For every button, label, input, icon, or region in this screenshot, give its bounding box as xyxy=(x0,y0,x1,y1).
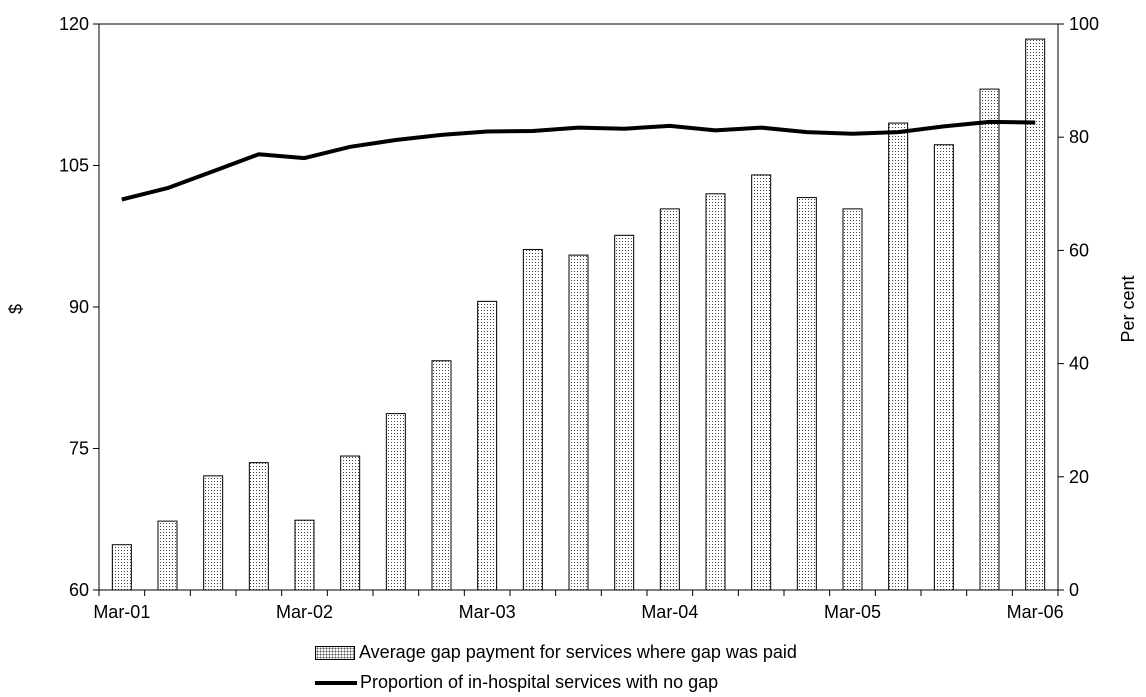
y-right-tick-label: 40 xyxy=(1069,354,1089,374)
bar xyxy=(385,413,406,591)
bar xyxy=(796,197,817,591)
x-tick-label: Mar-05 xyxy=(824,602,881,622)
bar xyxy=(294,519,315,591)
bar xyxy=(203,475,224,591)
x-tick-label: Mar-02 xyxy=(276,602,333,622)
legend-bar-swatch xyxy=(315,645,355,660)
bar xyxy=(933,144,954,591)
bar xyxy=(842,208,863,591)
bar xyxy=(431,360,452,591)
bar xyxy=(157,520,178,591)
axes-layer: 60 75 90 105 120 0 20 40 60 80 100 Mar-01 Mar-02 Mar-… xyxy=(59,14,1099,622)
legend-line-swatch xyxy=(315,680,357,685)
bar xyxy=(705,193,726,591)
bar xyxy=(979,88,1000,591)
y-axis-right-label: Per cent xyxy=(1118,275,1138,342)
y-left-tick-label: 120 xyxy=(59,14,89,34)
x-tick-label: Mar-04 xyxy=(641,602,698,622)
x-tick-label: Mar-06 xyxy=(1007,602,1064,622)
y-right-tick-label: 100 xyxy=(1069,14,1099,34)
legend-item-bars: Average gap payment for services where g… xyxy=(315,642,797,663)
legend-label-line: Proportion of in-hospital services with … xyxy=(360,672,719,692)
bars-layer xyxy=(111,38,1046,591)
legend-label-bars: Average gap payment for services where g… xyxy=(359,642,797,662)
y-axis-left-label: $ xyxy=(6,304,26,314)
bar xyxy=(248,462,269,591)
y-right-tick-label: 60 xyxy=(1069,240,1089,260)
bar xyxy=(477,300,498,591)
y-right-tick-label: 20 xyxy=(1069,467,1089,487)
x-tick-label: Mar-01 xyxy=(93,602,150,622)
bar xyxy=(522,248,543,591)
bar xyxy=(888,122,909,591)
line-layer xyxy=(121,119,1036,202)
y-right-tick-label: 80 xyxy=(1069,127,1089,147)
series-line xyxy=(121,119,1036,202)
y-right-tick-label: 0 xyxy=(1069,580,1079,600)
y-left-tick-label: 60 xyxy=(69,580,89,600)
y-left-tick-label: 90 xyxy=(69,297,89,317)
bar xyxy=(111,544,132,591)
y-left-tick-label: 105 xyxy=(59,156,89,176)
bar xyxy=(568,254,589,591)
bar xyxy=(340,455,361,591)
y-left-tick-label: 75 xyxy=(69,439,89,459)
x-tick-label: Mar-03 xyxy=(459,602,516,622)
bar xyxy=(659,208,680,591)
legend-item-line: Proportion of in-hospital services with … xyxy=(315,672,718,693)
bar xyxy=(751,174,772,591)
bar xyxy=(614,234,635,591)
